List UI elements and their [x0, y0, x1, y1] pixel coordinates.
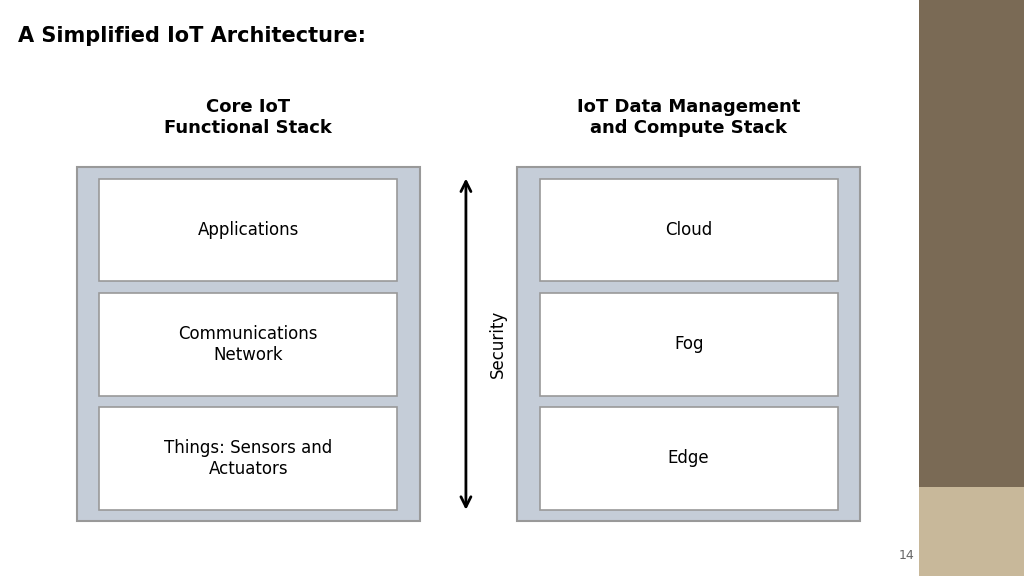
Text: Applications: Applications	[198, 221, 299, 239]
Bar	[99, 407, 397, 510]
Text: Core IoT
Functional Stack: Core IoT Functional Stack	[165, 98, 332, 137]
Text: Things: Sensors and
Actuators: Things: Sensors and Actuators	[164, 439, 333, 478]
Bar	[540, 293, 838, 396]
Text: Security: Security	[488, 310, 507, 378]
Text: 14: 14	[898, 548, 914, 562]
Bar	[540, 179, 838, 281]
Bar	[99, 293, 397, 396]
Text: IoT Data Management
and Compute Stack: IoT Data Management and Compute Stack	[577, 98, 801, 137]
Bar	[77, 167, 420, 521]
Bar	[919, 0, 1024, 576]
Text: Communications
Network: Communications Network	[178, 325, 318, 363]
Text: A Simplified IoT Architecture:: A Simplified IoT Architecture:	[18, 26, 367, 46]
Text: Cloud: Cloud	[665, 221, 713, 239]
Bar	[919, 487, 1024, 576]
Bar	[540, 407, 838, 510]
Bar	[517, 167, 860, 521]
Text: Fog: Fog	[674, 335, 703, 353]
Bar	[99, 179, 397, 281]
Text: Edge: Edge	[668, 449, 710, 467]
